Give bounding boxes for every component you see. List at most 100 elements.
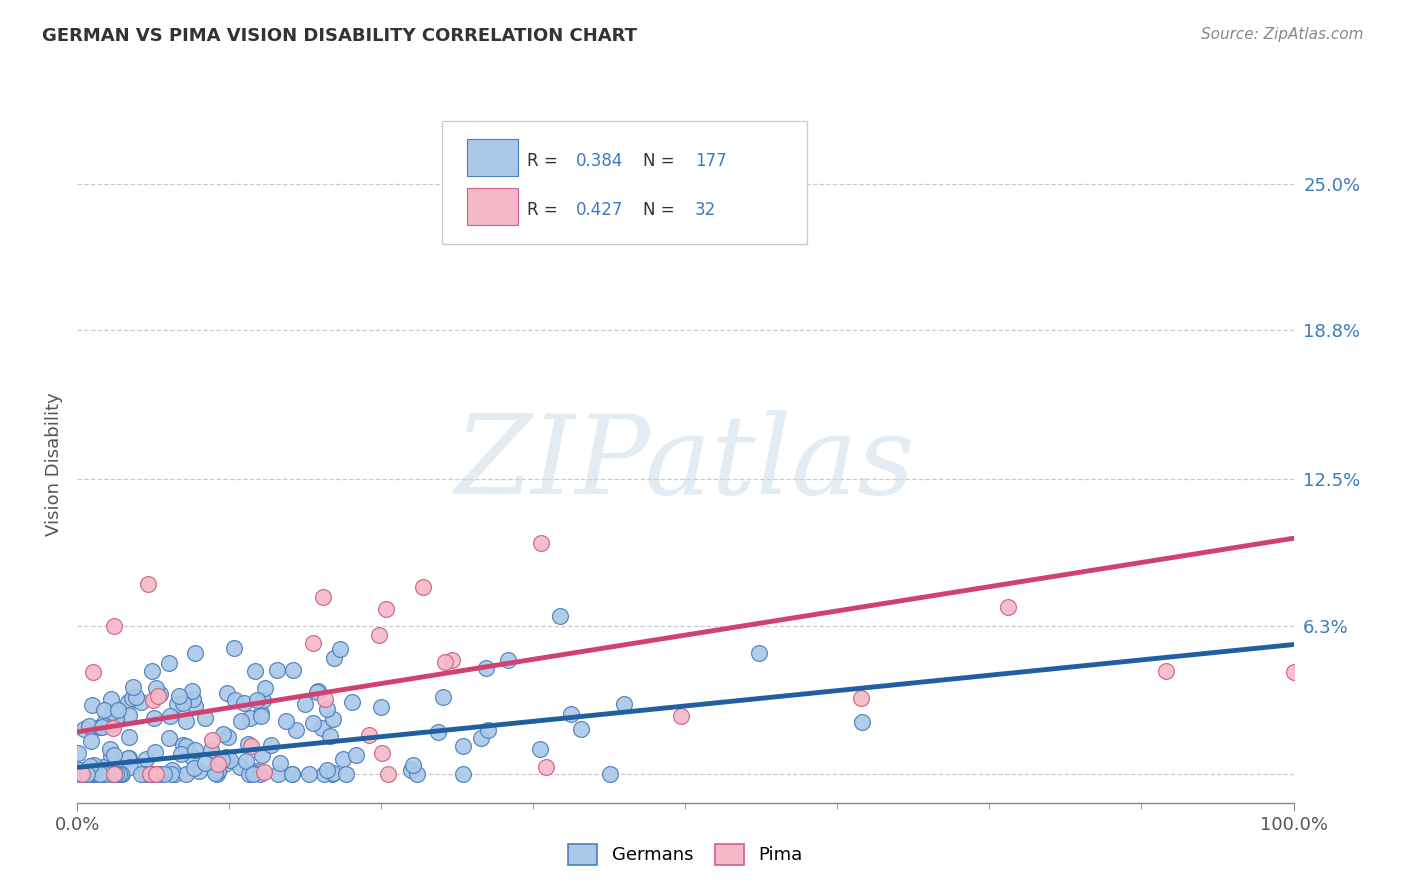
Point	[451, 767, 474, 781]
Point	[323, 651, 346, 665]
Point	[122, 680, 145, 694]
Point	[160, 763, 183, 777]
Point	[80, 764, 103, 779]
Point	[371, 746, 394, 760]
Point	[569, 723, 592, 737]
Point	[599, 766, 621, 780]
Point	[129, 694, 152, 708]
Point	[149, 767, 172, 781]
Point	[83, 767, 105, 781]
Point	[139, 767, 162, 781]
Point	[240, 739, 263, 753]
Point	[315, 701, 337, 715]
Point	[548, 609, 571, 624]
Point	[89, 720, 111, 734]
Point	[184, 743, 207, 757]
Point	[307, 685, 329, 699]
Point	[120, 760, 142, 774]
Point	[160, 767, 183, 781]
Point	[166, 697, 188, 711]
Point	[536, 760, 558, 774]
Point	[235, 754, 257, 768]
FancyBboxPatch shape	[467, 188, 517, 225]
Point	[101, 705, 124, 719]
Point	[238, 767, 260, 781]
Point	[93, 703, 115, 717]
Point	[332, 751, 354, 765]
Point	[243, 664, 266, 678]
Point	[174, 714, 197, 729]
Point	[314, 691, 336, 706]
Point	[117, 695, 139, 709]
Point	[229, 714, 252, 728]
Point	[172, 738, 194, 752]
Point	[205, 767, 228, 781]
Point	[107, 703, 129, 717]
Point	[344, 748, 367, 763]
Point	[401, 763, 423, 777]
Point	[245, 764, 267, 778]
Point	[72, 767, 94, 781]
Point	[101, 721, 124, 735]
Point	[211, 726, 233, 740]
Point	[530, 536, 553, 550]
Point	[375, 602, 398, 616]
Point	[215, 749, 238, 764]
Point	[145, 681, 167, 695]
Point	[125, 690, 148, 704]
Point	[69, 763, 91, 777]
Point	[108, 767, 131, 781]
Point	[157, 656, 180, 670]
Point	[318, 729, 340, 743]
Point	[136, 577, 159, 591]
Point	[194, 756, 217, 771]
Point	[104, 767, 127, 781]
Point	[311, 721, 333, 735]
Point	[477, 723, 499, 737]
Point	[80, 698, 103, 712]
Point	[302, 636, 325, 650]
Point	[312, 591, 335, 605]
Point	[204, 765, 226, 780]
Point	[280, 767, 302, 781]
Point	[242, 767, 264, 781]
Point	[246, 693, 269, 707]
Point	[200, 743, 222, 757]
Point	[67, 746, 90, 760]
Point	[214, 756, 236, 771]
Point	[91, 760, 114, 774]
Point	[72, 722, 94, 736]
Point	[159, 709, 181, 723]
Point	[217, 686, 239, 700]
Point	[368, 627, 391, 641]
Point	[201, 733, 224, 747]
Point	[298, 767, 321, 781]
Point	[432, 690, 454, 704]
Point	[252, 747, 274, 762]
Point	[260, 738, 283, 752]
Text: GERMAN VS PIMA VISION DISABILITY CORRELATION CHART: GERMAN VS PIMA VISION DISABILITY CORRELA…	[42, 27, 637, 45]
Point	[143, 711, 166, 725]
Point	[100, 692, 122, 706]
Point	[146, 689, 169, 703]
Point	[73, 767, 96, 781]
Point	[90, 720, 112, 734]
Point	[118, 708, 141, 723]
Point	[322, 766, 344, 780]
Point	[91, 766, 114, 780]
Point	[180, 749, 202, 764]
Point	[143, 767, 166, 781]
Point	[207, 756, 229, 771]
Point	[94, 767, 117, 781]
Legend: Germans, Pima: Germans, Pima	[561, 837, 810, 871]
Point	[73, 767, 96, 781]
Point	[105, 711, 128, 725]
Point	[217, 730, 239, 744]
Point	[239, 711, 262, 725]
Point	[87, 767, 110, 781]
Point	[377, 767, 399, 781]
Point	[101, 717, 124, 731]
Point	[70, 767, 93, 781]
Point	[181, 692, 204, 706]
Point	[145, 767, 167, 781]
